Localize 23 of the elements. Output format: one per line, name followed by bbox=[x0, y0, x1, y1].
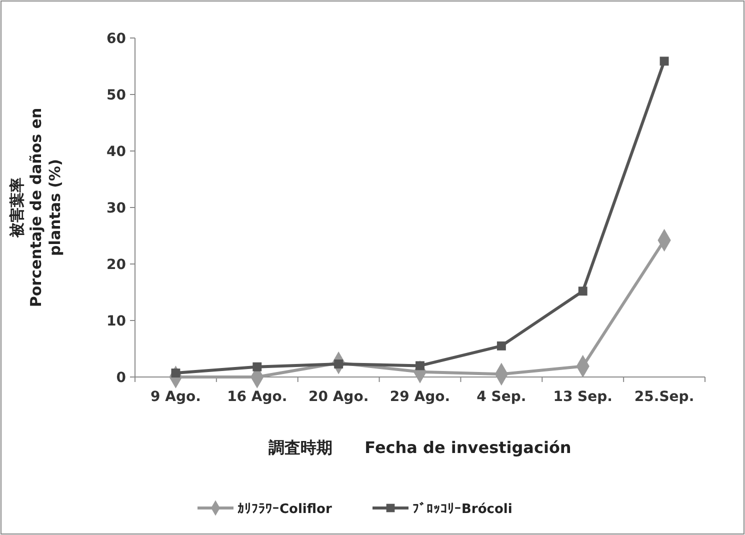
y-axis-title: 被害葉率 Porcentaje de daños en plantas (%) bbox=[8, 108, 64, 308]
x-tick-label: 4 Sep. bbox=[476, 389, 526, 405]
y-tick-label: 10 bbox=[106, 313, 126, 330]
y-tick-label: 30 bbox=[106, 200, 126, 216]
y-tick-label: 50 bbox=[106, 87, 126, 104]
x-tick-label: 9 Ago. bbox=[150, 389, 201, 405]
point bbox=[252, 362, 262, 372]
point bbox=[660, 56, 669, 66]
x-tick-label: 13 Sep. bbox=[553, 389, 612, 405]
x-tick-label: 16 Ago. bbox=[227, 389, 288, 405]
x-tick-label: 29 Ago. bbox=[390, 389, 450, 405]
point bbox=[416, 361, 424, 370]
x-axis-title: 調査時期 Fecha de investigación bbox=[268, 438, 572, 457]
legend-label: ｶﾘﾌﾗﾜｰColiflor bbox=[238, 502, 332, 517]
point bbox=[496, 341, 506, 350]
x-tick-label: 20 Ago. bbox=[308, 389, 369, 405]
y-tick-label: 0 bbox=[116, 370, 126, 386]
point bbox=[578, 286, 588, 296]
x-tick-label: 25.Sep. bbox=[634, 389, 694, 405]
y-tick-label: 40 bbox=[106, 144, 126, 160]
y-tick-label: 20 bbox=[106, 256, 126, 273]
y-tick-label: 60 bbox=[106, 30, 126, 47]
legend-label: ﾌﾞﾛｯｺﾘｰBrócoli bbox=[412, 501, 512, 517]
